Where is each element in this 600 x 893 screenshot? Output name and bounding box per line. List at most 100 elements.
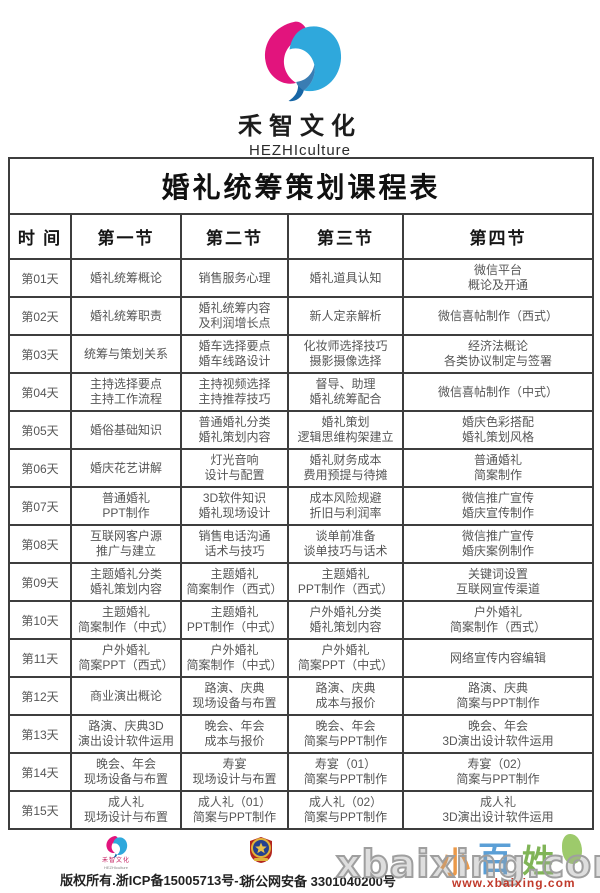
course-cell: 督导、助理 婚礼统筹配合 [287, 372, 404, 412]
course-cell: 路演、庆典 现场设备与布置 [180, 676, 289, 716]
course-cell: 晚会、年会 简案与PPT制作 [287, 714, 404, 754]
col-header-period-3: 第三节 [287, 213, 404, 260]
course-cell: 新人定亲解析 [287, 296, 404, 336]
course-cell: 婚礼道具认知 [287, 258, 404, 298]
table-row: 第07天 普通婚礼 PPT制作 3D软件知识 婚礼现场设计 成本风险规避 折旧与利润率 微信推… [8, 486, 594, 526]
day-label: 第04天 [8, 372, 72, 412]
course-table-body: 第01天 婚礼统筹概论 销售服务心理 婚礼道具认知 微信平台 概论及开通 第02天 婚礼统筹职… [8, 258, 594, 830]
course-cell: 主题婚礼 简案制作（中式） [70, 600, 182, 640]
course-cell: 婚礼统筹内容 及利润增长点 [180, 296, 289, 336]
course-cell: 主题婚礼分类 婚礼策划内容 [70, 562, 182, 602]
hezhi-logo-small-icon [106, 836, 128, 858]
brand-name-cn: 禾智文化 [238, 113, 362, 140]
course-cell: 谈单前准备 谈单技巧与话术 [287, 524, 404, 564]
course-cell: 网络宣传内容编辑 [402, 638, 594, 678]
course-cell: 户外婚礼 简案制作（中式） [180, 638, 289, 678]
course-cell: 户外婚礼 简案PPT（西式） [70, 638, 182, 678]
xbaixing-watermark: xbaixing.com [335, 841, 600, 887]
table-row: 第01天 婚礼统筹概论 销售服务心理 婚礼道具认知 微信平台 概论及开通 [8, 258, 594, 298]
xbaixing-art-char: 百 [478, 840, 512, 880]
col-header-period-2: 第二节 [180, 213, 289, 260]
xbaixing-logo-art: 小 百 姓 [430, 830, 600, 890]
course-cell: 普通婚礼 简案制作 [402, 448, 594, 488]
footer: 禾智文化 HEZHIculture 版权所有.浙ICP备15005713号-1 … [0, 830, 600, 893]
day-label: 第15天 [8, 790, 72, 830]
course-cell: 婚礼统筹概论 [70, 258, 182, 298]
police-badge-icon [250, 837, 272, 863]
course-cell: 经济法概论 各类协议制定与签署 [402, 334, 594, 374]
police-filing-link[interactable]: 浙公网安备 3301040200号 [242, 874, 396, 889]
course-cell: 成人礼（02） 简案与PPT制作 [287, 790, 404, 830]
course-cell: 主题婚礼 简案制作（西式） [180, 562, 289, 602]
day-label: 第01天 [8, 258, 72, 298]
course-cell: 路演、庆典 成本与报价 [287, 676, 404, 716]
course-cell: 婚庆花艺讲解 [70, 448, 182, 488]
course-cell: 灯光音响 设计与配置 [180, 448, 289, 488]
course-cell: 晚会、年会 成本与报价 [180, 714, 289, 754]
course-cell: 主题婚礼 PPT制作（西式） [287, 562, 404, 602]
day-label: 第05天 [8, 410, 72, 450]
day-label: 第13天 [8, 714, 72, 754]
course-cell: 互联网客户源 推广与建立 [70, 524, 182, 564]
day-label: 第09天 [8, 562, 72, 602]
col-header-period-4: 第四节 [402, 213, 594, 260]
course-cell: 化妆师选择技巧 摄影摄像选择 [287, 334, 404, 374]
course-cell: 商业演出概论 [70, 676, 182, 716]
footer-brand-en: HEZHIculture [103, 865, 128, 870]
day-label: 第10天 [8, 600, 72, 640]
course-cell: 户外婚礼分类 婚礼策划内容 [287, 600, 404, 640]
course-cell: 主题婚礼 PPT制作（中式） [180, 600, 289, 640]
table-row: 第02天 婚礼统筹职责 婚礼统筹内容 及利润增长点 新人定亲解析 微信喜帖制作（西式） [8, 296, 594, 336]
day-label: 第07天 [8, 486, 72, 526]
day-label: 第12天 [8, 676, 72, 716]
course-cell: 主持选择要点 主持工作流程 [70, 372, 182, 412]
xbaixing-site-link[interactable]: www.xbaixing.com [452, 876, 576, 890]
course-cell: 婚车选择要点 婚车线路设计 [180, 334, 289, 374]
course-cell: 3D软件知识 婚礼现场设计 [180, 486, 289, 526]
day-label: 第14天 [8, 752, 72, 792]
course-cell: 晚会、年会 现场设备与布置 [70, 752, 182, 792]
table-row: 第15天 成人礼 现场设计与布置 成人礼（01） 简案与PPT制作 成人礼（02） 简案与P… [8, 790, 594, 830]
course-cell: 寿宴（02） 简案与PPT制作 [402, 752, 594, 792]
table-title-row: 婚礼统筹策划课程表 [8, 157, 594, 215]
course-cell: 普通婚礼分类 婚礼策划内容 [180, 410, 289, 450]
course-cell: 晚会、年会 3D演出设计软件运用 [402, 714, 594, 754]
col-header-time: 时 间 [8, 213, 72, 260]
table-row: 第04天 主持选择要点 主持工作流程 主持视频选择 主持推荐技巧 督导、助理 婚礼统筹配合微… [8, 372, 594, 412]
leaf-shape [562, 834, 582, 864]
table-row: 第08天 互联网客户源 推广与建立 销售电话沟通 话术与技巧 谈单前准备 谈单技巧与话术 微信… [8, 524, 594, 564]
course-cell: 微信喜帖制作（中式） [402, 372, 594, 412]
table-row: 第06天 婚庆花艺讲解 灯光音响 设计与配置 婚礼财务成本 费用预提与待摊 普通婚礼 简案制作 [8, 448, 594, 488]
xbaixing-art-char: 小 [440, 846, 470, 881]
course-cell: 户外婚礼 简案制作（西式） [402, 600, 594, 640]
course-cell: 成人礼 3D演出设计软件运用 [402, 790, 594, 830]
day-label: 第06天 [8, 448, 72, 488]
course-cell: 成人礼 现场设计与布置 [70, 790, 182, 830]
course-cell: 婚礼统筹职责 [70, 296, 182, 336]
course-cell: 婚俗基础知识 [70, 410, 182, 450]
table-row: 第13天 路演、庆典3D 演出设计软件运用 晚会、年会 成本与报价 晚会、年会 简案与PPT… [8, 714, 594, 754]
table-title: 婚礼统筹策划课程表 [8, 157, 594, 215]
brand-name-en: HEZHIculture [248, 142, 352, 159]
course-cell: 婚礼策划 逻辑思维构架建立 [287, 410, 404, 450]
day-label: 第08天 [8, 524, 72, 564]
course-cell: 寿宴（01） 简案与PPT制作 [287, 752, 404, 792]
table-header-row: 时 间 第一节 第二节 第三节 第四节 [8, 213, 594, 260]
table-row: 第09天 主题婚礼分类 婚礼策划内容 主题婚礼 简案制作（西式） 主题婚礼 PPT制作（西式… [8, 562, 594, 602]
course-schedule-table: 婚礼统筹策划课程表 时 间 第一节 第二节 第三节 第四节 第01天 婚礼统筹概论… [8, 157, 594, 830]
hezhi-logo-icon [264, 21, 342, 102]
icp-filing-link[interactable]: 版权所有.浙ICP备15005713号-1 [60, 873, 246, 888]
course-cell: 婚礼财务成本 费用预提与待摊 [287, 448, 404, 488]
course-cell: 路演、庆典 简案与PPT制作 [402, 676, 594, 716]
course-cell: 寿宴 现场设计与布置 [180, 752, 289, 792]
table-row: 第10天 主题婚礼 简案制作（中式） 主题婚礼 PPT制作（中式） 户外婚礼分类 婚礼策划内… [8, 600, 594, 640]
course-cell: 普通婚礼 PPT制作 [70, 486, 182, 526]
course-cell: 成人礼（01） 简案与PPT制作 [180, 790, 289, 830]
course-cell: 统筹与策划关系 [70, 334, 182, 374]
course-cell: 路演、庆典3D 演出设计软件运用 [70, 714, 182, 754]
course-cell: 户外婚礼 简案PPT（中式） [287, 638, 404, 678]
course-cell: 销售电话沟通 话术与技巧 [180, 524, 289, 564]
col-header-period-1: 第一节 [70, 213, 182, 260]
table-row: 第11天 户外婚礼 简案PPT（西式） 户外婚礼 简案制作（中式） 户外婚礼 简案PPT（中… [8, 638, 594, 678]
